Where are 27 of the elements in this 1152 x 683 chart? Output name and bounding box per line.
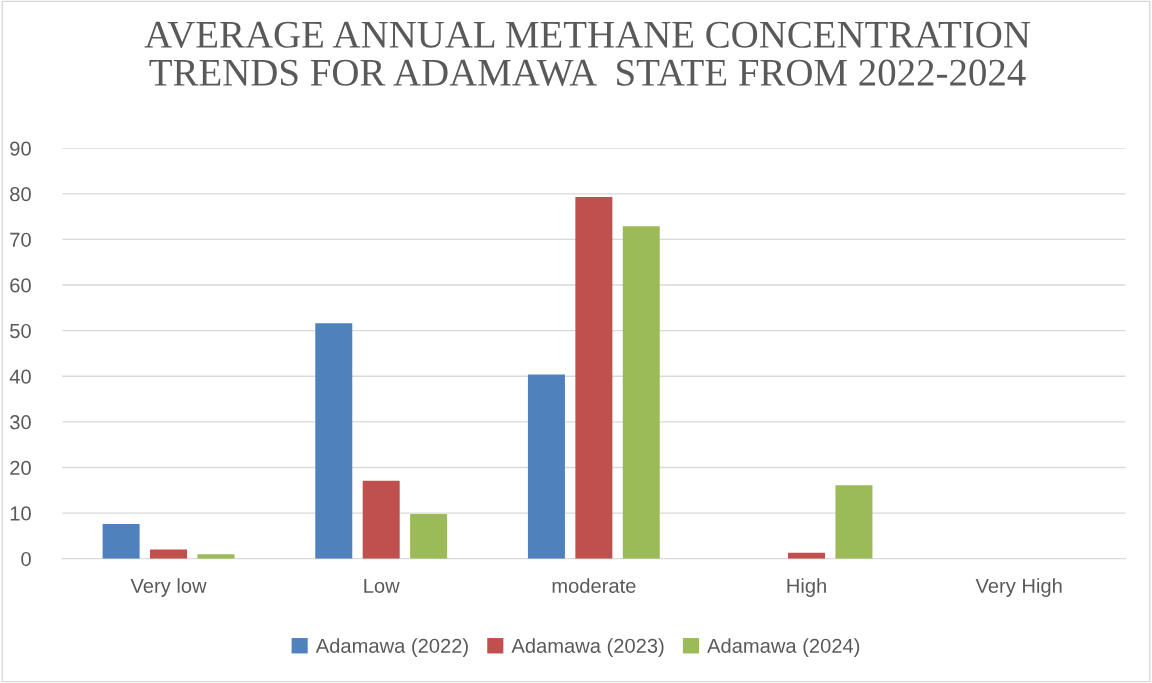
y-tick-label: 60	[10, 278, 31, 293]
x-tick-label: High	[787, 578, 826, 597]
bar	[527, 374, 565, 559]
x-tick-label: Very High	[975, 578, 1062, 597]
y-tick-label: 40	[9, 369, 31, 384]
legend-label: Adamawa (2024)	[707, 638, 860, 657]
y-tick-label: 70	[10, 232, 31, 247]
x-tick-label: Low	[364, 578, 400, 593]
bar	[410, 514, 448, 559]
bar	[835, 485, 873, 559]
y-tick-label: 80	[10, 187, 31, 202]
y-tick-label: 30	[10, 415, 31, 430]
bar	[622, 226, 660, 559]
bar	[315, 323, 353, 559]
x-tick-label: Very low	[130, 578, 207, 597]
bar	[362, 480, 400, 559]
bar	[102, 524, 140, 559]
y-tick-label: 90	[10, 141, 31, 156]
bar	[575, 197, 613, 559]
y-tick-label: 0	[21, 551, 31, 567]
chart-title: AVERAGE ANNUAL METHANE CONCENTRATION TRENDS FOR ADAMAWA STATE FROM 2022-2024	[144, 21, 1031, 87]
y-tick-label: 20	[10, 460, 31, 475]
y-tick-label: 50	[10, 323, 31, 339]
x-tick-label: moderate	[552, 578, 636, 593]
legend-label: Adamawa (2023)	[511, 638, 664, 657]
y-tick-label: 10	[10, 506, 31, 521]
legend-label: Adamawa (2022)	[315, 638, 468, 657]
